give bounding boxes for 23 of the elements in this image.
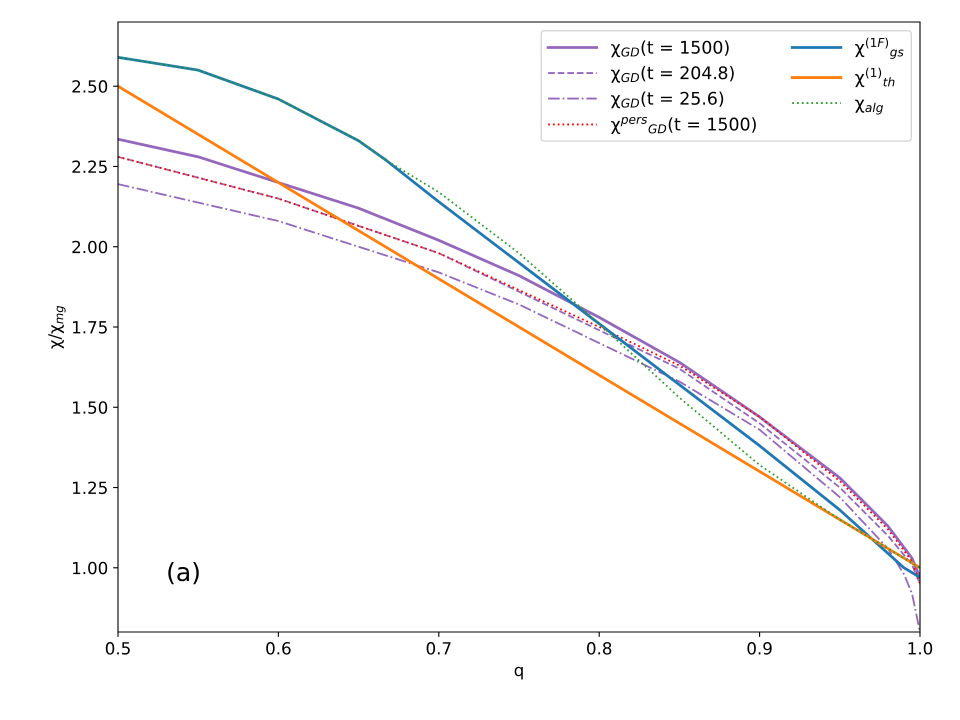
legend-label: χ$_{alg}$ [855, 100, 883, 114]
x-tick-label: 0.5 [106, 642, 130, 655]
y-tick-label: 1.75 [73, 321, 107, 334]
x-tick-label: 0.8 [587, 642, 612, 655]
y-axis-title: χ/χ$_{mg}$ [48, 306, 66, 349]
x-tick-label: 0.7 [426, 642, 451, 655]
y-tick-label: 2.25 [72, 160, 107, 174]
x-tick-label: 1.0 [908, 642, 932, 655]
legend-label: χ$_{GD}$(t = 204.8) [611, 66, 734, 83]
x-axis-title: q [514, 666, 523, 680]
y-tick-label: 1.00 [73, 562, 108, 574]
legend-label: χ$^{(1F)}$$_{gs}$ [855, 38, 904, 59]
annotation: (a) [168, 562, 199, 584]
y-tick-label: 2.50 [72, 80, 108, 93]
legend-label: χ$^{pers}$$_{GD}$(t = 1500) [611, 116, 756, 134]
legend-label: χ$_{GD}$(t = 25.6) [611, 91, 724, 108]
x-tick-label: 0.9 [747, 642, 772, 655]
legend-label: χ$^{(1)}$$_{th}$ [855, 68, 894, 88]
y-tick-label: 2.00 [72, 240, 108, 254]
x-tick-label: 0.6 [266, 642, 291, 655]
y-tick-label: 1.25 [73, 481, 107, 494]
legend-label: χ$_{GD}$(t = 1500) [611, 40, 729, 58]
y-tick-label: 1.50 [73, 401, 108, 414]
